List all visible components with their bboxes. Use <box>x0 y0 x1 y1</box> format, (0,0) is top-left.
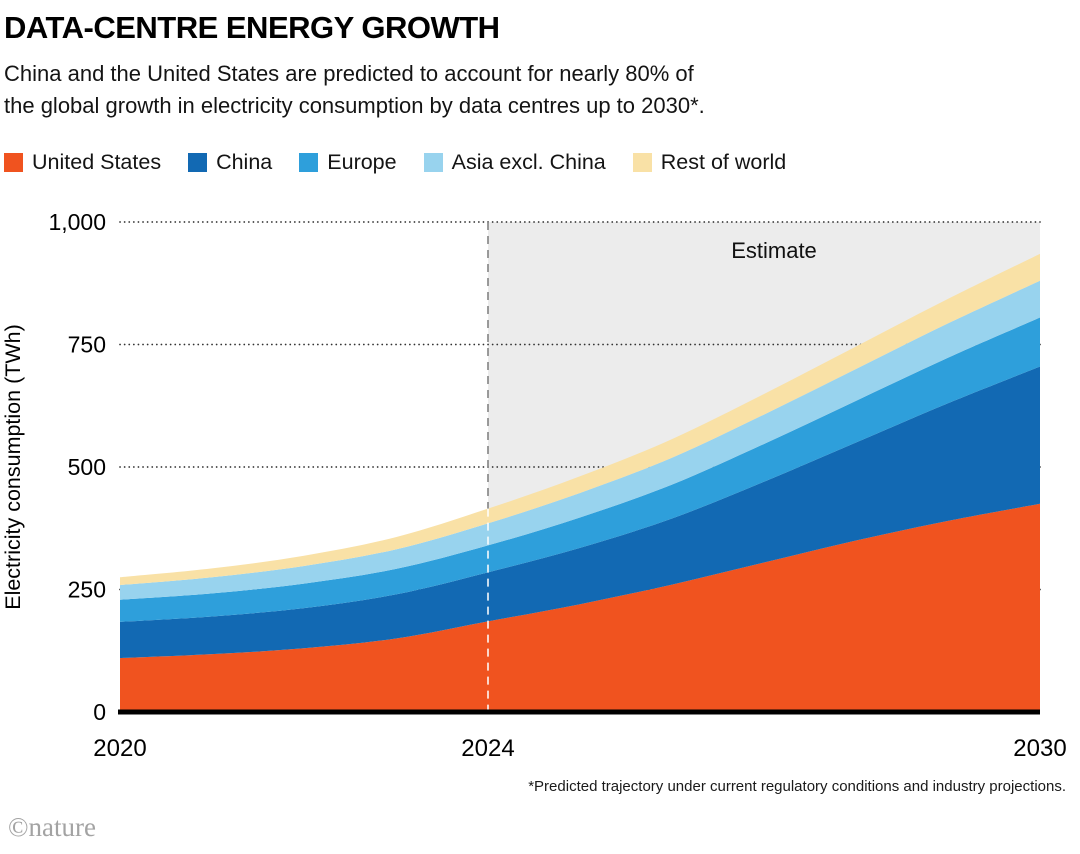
area-united-states <box>120 503 1040 712</box>
legend-item: Rest of world <box>632 150 787 175</box>
legend-item: Europe <box>299 150 397 175</box>
subtitle-line-2: the global growth in electricity consump… <box>4 92 705 118</box>
y-axis-label: Electricity consumption (TWh) <box>1 324 25 610</box>
y-tick-label: 250 <box>68 577 106 603</box>
x-tick-label: 2030 <box>1013 735 1066 762</box>
legend-item: China <box>188 150 272 175</box>
legend-label: Asia excl. China <box>451 150 606 174</box>
legend-swatch <box>188 153 208 172</box>
legend-swatch <box>299 153 319 172</box>
chart-area: 0 250 500 750 1,000 Estimate 2020 2024 2030 Elect… <box>0 200 1080 780</box>
y-tick-label: 750 <box>68 332 106 358</box>
area-china <box>120 366 1040 659</box>
chart-svg: 0 250 500 750 1,000 Estimate 2020 2024 2030 Elect… <box>1 209 1067 762</box>
legend-item: Asia excl. China <box>423 150 606 175</box>
chart-footnote: *Predicted trajectory under current regu… <box>528 778 1066 795</box>
y-tick-label: 1,000 <box>48 209 106 235</box>
legend-swatch <box>632 153 652 172</box>
legend-label: China <box>216 150 273 174</box>
legend-label: United States <box>32 150 162 174</box>
y-tick-label: 500 <box>68 454 106 480</box>
legend-label: Europe <box>327 150 397 174</box>
legend-swatch <box>423 153 443 172</box>
page-title: DATA-CENTRE ENERGY GROWTH <box>4 10 500 45</box>
estimate-label: Estimate <box>731 238 817 263</box>
x-tick-label: 2024 <box>461 735 514 762</box>
x-tick-label: 2020 <box>93 735 146 762</box>
nature-logo: ©nature <box>8 812 96 842</box>
legend-item: United States <box>4 150 161 175</box>
legend-swatch <box>4 153 23 172</box>
legend-label: Rest of world <box>660 150 787 174</box>
chart-subtitle: China and the United States are predicte… <box>4 58 705 122</box>
legend: United States China Europe Asia excl. China… <box>4 150 786 175</box>
subtitle-line-1: China and the United States are predicte… <box>4 61 694 86</box>
y-tick-label: 0 <box>93 699 106 725</box>
